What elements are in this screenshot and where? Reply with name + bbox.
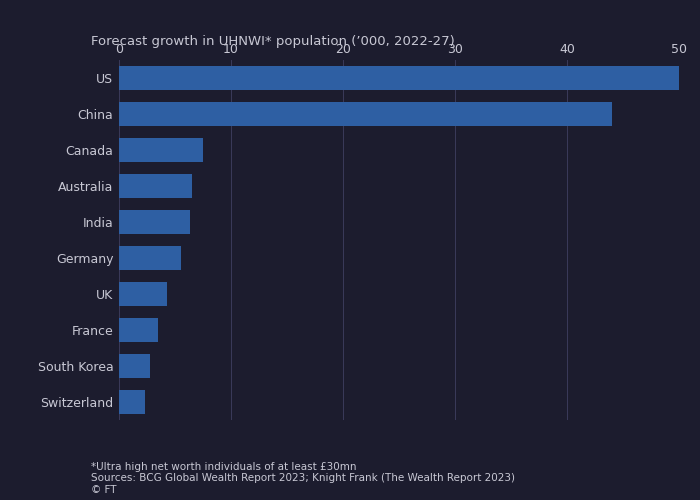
- Text: *Ultra high net worth individuals of at least £30mn
Sources: BCG Global Wealth R: *Ultra high net worth individuals of at …: [91, 462, 515, 495]
- Bar: [119, 138, 203, 162]
- Bar: [119, 390, 145, 413]
- Bar: [119, 246, 181, 270]
- Bar: [119, 174, 192, 198]
- Text: Forecast growth in UHNWI* population (’000, 2022-27): Forecast growth in UHNWI* population (’0…: [91, 35, 455, 48]
- Bar: [119, 318, 158, 342]
- Bar: [119, 282, 167, 306]
- Bar: [119, 102, 612, 126]
- Bar: [119, 66, 679, 90]
- Bar: [119, 354, 150, 378]
- Bar: [119, 210, 190, 234]
